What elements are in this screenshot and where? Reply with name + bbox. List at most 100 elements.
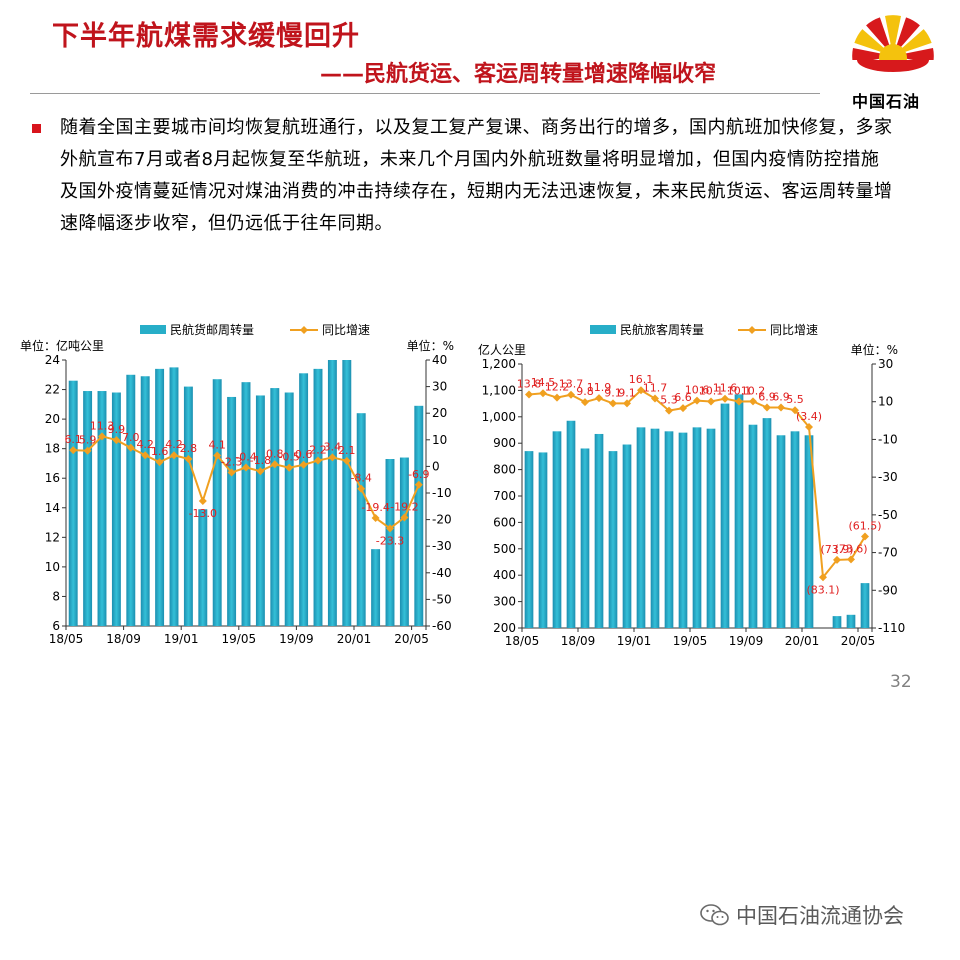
x-axis-tick-label: 18/09	[561, 634, 596, 648]
right-axis-unit: 单位：%	[851, 342, 898, 357]
bar-4	[566, 420, 576, 628]
growth-label-4: 13.7	[559, 378, 584, 391]
passenger-turnover-chart: 亿人公里 单位：% 民航旅客周转量 同比增速 200 300 400 500 600 700 800…	[478, 322, 905, 648]
growth-label-4: 9.9	[108, 423, 126, 436]
x-axis-tick-label: 19/05	[673, 634, 708, 648]
right-axis-tick-label: -60	[432, 619, 452, 633]
bar-5	[126, 374, 136, 626]
right-axis-tick-label: -70	[878, 546, 898, 560]
growth-label-5: 7.0	[122, 431, 140, 444]
bar-14	[706, 428, 716, 628]
bar-15	[720, 403, 730, 628]
growth-point-12	[679, 404, 687, 413]
growth-label-18: 2.2	[309, 444, 327, 457]
page-number: 32	[890, 672, 912, 692]
left-axis-tick-label: 18	[45, 442, 60, 456]
x-axis-tick-label: 20/01	[337, 632, 372, 646]
right-axis-tick-label: 30	[432, 380, 447, 394]
growth-label-6: 11.9	[587, 381, 612, 394]
bar-25	[860, 583, 870, 628]
growth-point-8	[623, 399, 631, 408]
growth-point-23	[833, 555, 841, 564]
growth-point-13	[693, 396, 701, 405]
bar-15	[270, 388, 280, 626]
right-axis-tick-label: -50	[878, 508, 898, 522]
right-axis-tick-label: 10	[432, 433, 447, 447]
x-axis-tick-label: 19/01	[617, 634, 652, 648]
footer-text: 中国石油流通协会	[736, 904, 904, 928]
right-axis-unit: 单位：%	[407, 338, 454, 353]
growth-point-12	[227, 468, 236, 477]
growth-point-6	[595, 394, 603, 403]
bar-5	[580, 448, 590, 628]
bar-10	[198, 509, 208, 626]
growth-label-7: 1.6	[151, 445, 169, 458]
growth-label-10: 11.7	[643, 382, 668, 395]
legend-line-label: 同比增速	[770, 323, 818, 337]
growth-label-2: 14.5	[531, 376, 556, 389]
growth-point-24	[400, 513, 409, 522]
bar-2	[83, 391, 93, 626]
growth-label-9: 16.1	[629, 373, 654, 386]
growth-point-11	[213, 451, 222, 460]
x-axis-tick-label: 19/09	[729, 634, 764, 648]
left-axis-tick-label: 22	[45, 383, 60, 397]
left-axis-unit: 亿人公里	[478, 342, 526, 357]
growth-point-1	[69, 446, 78, 455]
body-paragraph: 随着全国主要城市间均恢复航班通行，以及复工复产复课、商务出行的增多，国内航班加快…	[60, 117, 893, 234]
bar-20	[790, 431, 800, 628]
growth-point-14	[707, 397, 715, 406]
right-axis-tick-label: -10	[432, 486, 452, 500]
bar-19	[776, 435, 786, 628]
left-axis-tick-label: 14	[45, 501, 60, 515]
bar-11	[664, 431, 674, 628]
legend-bar-swatch	[140, 325, 166, 334]
growth-label-5: 9.8	[576, 385, 594, 398]
growth-label-25: -6.9	[408, 468, 429, 481]
growth-label-24: -19.2	[390, 500, 418, 513]
left-axis-tick-label: 8	[52, 589, 60, 603]
growth-point-13	[242, 463, 250, 472]
growth-label-3: 11.3	[90, 419, 115, 432]
growth-label-9: 2.8	[180, 442, 198, 455]
bar-13	[241, 382, 251, 626]
title-divider	[30, 93, 820, 94]
bar-16	[734, 394, 744, 628]
bar-9	[636, 427, 646, 628]
bar-6	[140, 376, 150, 626]
bar-16	[284, 392, 294, 626]
right-axis-tick-label: -50	[432, 592, 452, 606]
bar-19	[327, 360, 337, 626]
bar-7	[608, 451, 618, 628]
bar-23	[385, 459, 395, 626]
growth-label-10: -13.0	[189, 507, 217, 520]
growth-label-14: 10.1	[699, 385, 724, 398]
petrochina-logo-icon	[851, 15, 935, 90]
cargo-turnover-chart: 单位：亿吨公里 单位：% 民航货邮周转量 同比增速 6 8 10 12 14 16 18 20 22 24…	[20, 322, 454, 646]
growth-label-18: 6.9	[758, 391, 776, 404]
growth-label-1: 13.8	[517, 378, 542, 391]
bar-25	[414, 405, 424, 626]
right-axis-tick-label: 0	[432, 459, 440, 473]
growth-label-1: 6.1	[64, 433, 82, 446]
growth-label-20: 5.5	[786, 393, 804, 406]
bar-6	[594, 433, 604, 628]
growth-point-4	[112, 436, 121, 445]
x-axis-tick-label: 19/09	[279, 632, 314, 646]
growth-point-23	[386, 524, 394, 533]
left-axis-tick-label: 16	[45, 471, 60, 485]
growth-label-23: -23.3	[376, 534, 404, 547]
page-subtitle: ——民航货运、客运周转量增速降幅收窄	[320, 62, 717, 87]
bar-24	[399, 457, 409, 626]
right-axis-tick-label: 20	[432, 406, 447, 420]
right-axis-tick-label: -10	[878, 432, 898, 446]
growth-label-8: 4.2	[165, 438, 183, 451]
growth-label-23: (73.9)	[820, 543, 853, 556]
growth-point-10	[651, 394, 659, 403]
growth-point-16	[735, 397, 743, 406]
growth-point-18	[763, 403, 771, 412]
left-axis-tick-label: 900	[493, 436, 516, 450]
x-axis-tick-label: 18/05	[49, 632, 84, 646]
bar-17	[299, 373, 309, 626]
growth-label-11: 5.3	[660, 394, 678, 407]
